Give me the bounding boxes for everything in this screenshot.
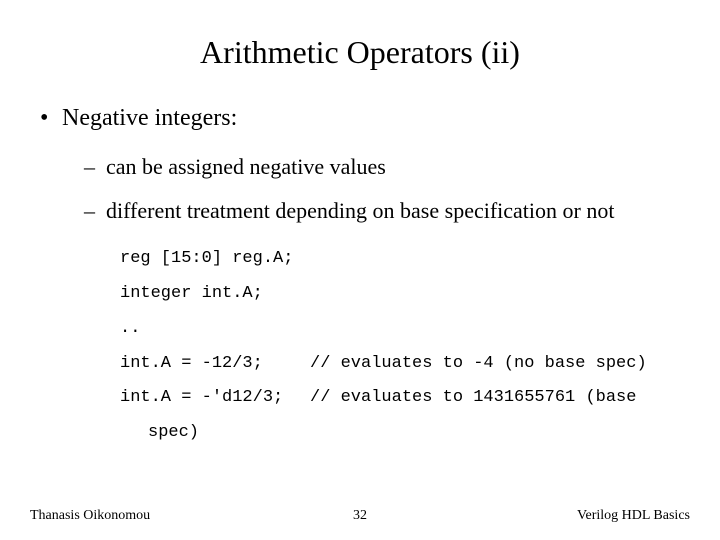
footer-author: Thanasis Oikonomou xyxy=(30,508,150,524)
code-line: reg [15:0] reg.A; xyxy=(120,242,680,277)
bullet-level1: Negative integers: xyxy=(40,105,680,132)
code-comment: // evaluates to -4 (no base spec) xyxy=(310,347,647,382)
code-stmt: int.A = -'d12/3; xyxy=(120,381,310,416)
slide-number: 32 xyxy=(353,508,367,524)
sub-bullet-text: different treatment depending on base sp… xyxy=(106,198,614,223)
bullet-level2: different treatment depending on base sp… xyxy=(84,198,680,224)
slide-title: Arithmetic Operators (ii) xyxy=(40,34,680,71)
code-line: int.A = -12/3;// evaluates to -4 (no bas… xyxy=(120,347,680,382)
slide: Arithmetic Operators (ii) Negative integ… xyxy=(0,0,720,540)
code-stmt: int.A = -12/3; xyxy=(120,347,310,382)
sub-bullet-text: can be assigned negative values xyxy=(106,154,386,179)
code-block: reg [15:0] reg.A; integer int.A; .. int.… xyxy=(120,242,680,451)
code-line: integer int.A; xyxy=(120,277,680,312)
bullet-level2: can be assigned negative values xyxy=(84,154,680,180)
code-line: spec) xyxy=(148,416,680,451)
bullet-text: Negative integers: xyxy=(62,105,237,131)
code-comment: // evaluates to 1431655761 (base xyxy=(310,381,636,416)
footer: Thanasis Oikonomou 32 Verilog HDL Basics xyxy=(30,508,690,524)
footer-topic: Verilog HDL Basics xyxy=(577,508,690,524)
code-line: .. xyxy=(120,312,680,347)
code-line: int.A = -'d12/3;// evaluates to 14316557… xyxy=(120,381,680,416)
